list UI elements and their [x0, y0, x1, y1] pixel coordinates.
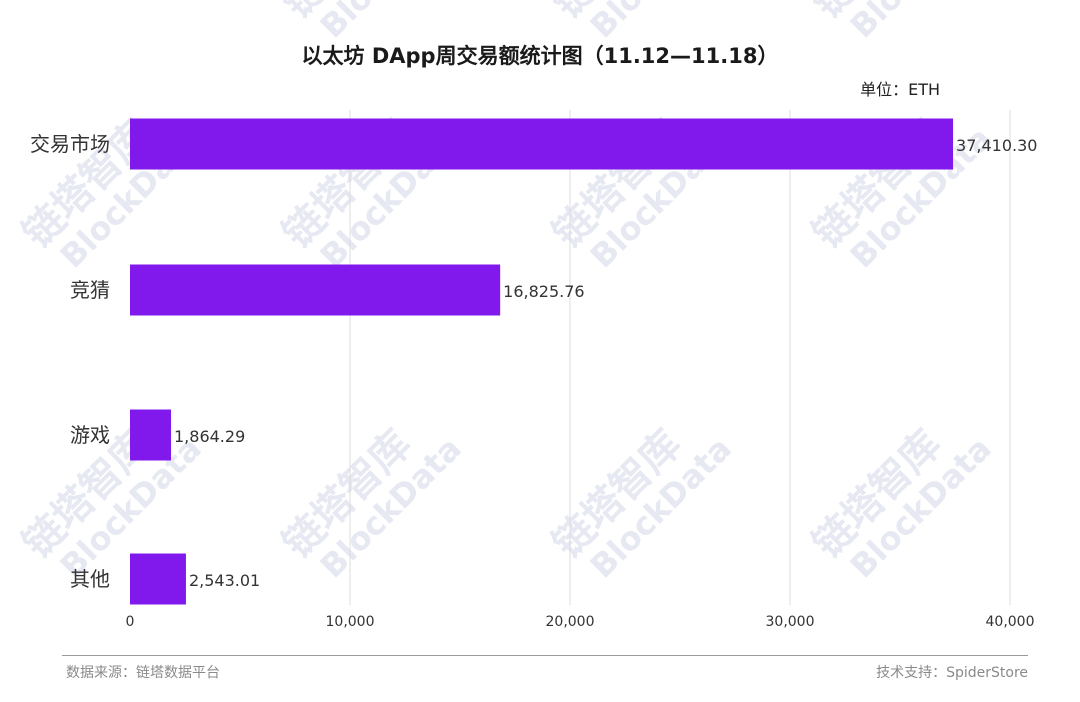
bar — [130, 118, 954, 170]
bar — [130, 409, 172, 461]
x-tick-label: 0 — [126, 614, 135, 630]
value-label: 1,864.29 — [174, 427, 245, 446]
unit-label: 单位：ETH — [860, 80, 940, 99]
watermark-text-en: BlockData — [583, 0, 739, 45]
category-label: 游戏 — [70, 423, 110, 447]
footer-divider — [62, 655, 1028, 656]
watermark-text-en: BlockData — [313, 0, 469, 45]
bar — [130, 553, 186, 605]
value-label: 16,825.76 — [503, 282, 584, 301]
x-tick-label: 20,000 — [546, 614, 595, 630]
x-tick-label: 10,000 — [326, 614, 375, 630]
category-label: 交易市场 — [30, 132, 110, 156]
watermark-text-en: BlockData — [843, 0, 999, 45]
bar — [130, 264, 501, 316]
category-label: 竞猜 — [70, 278, 110, 302]
bar-series — [130, 118, 954, 605]
value-label: 37,410.30 — [956, 136, 1037, 155]
tech-support-label: 技术支持：SpiderStore — [876, 665, 1028, 681]
data-source-label: 数据来源：链塔数据平台 — [66, 665, 220, 681]
x-tick-label: 30,000 — [766, 614, 815, 630]
chart-title: 以太坊 DApp周交易额统计图（11.12—11.18） — [301, 44, 779, 68]
value-labels: 37,410.30 16,825.76 1,864.29 2,543.01 — [174, 136, 1037, 590]
category-label: 其他 — [70, 567, 110, 591]
grid-lines — [349, 110, 1011, 605]
value-label: 2,543.01 — [189, 571, 260, 590]
x-axis-ticks: 0 10,000 20,000 30,000 40,000 — [126, 614, 1035, 630]
x-tick-label: 40,000 — [986, 614, 1035, 630]
